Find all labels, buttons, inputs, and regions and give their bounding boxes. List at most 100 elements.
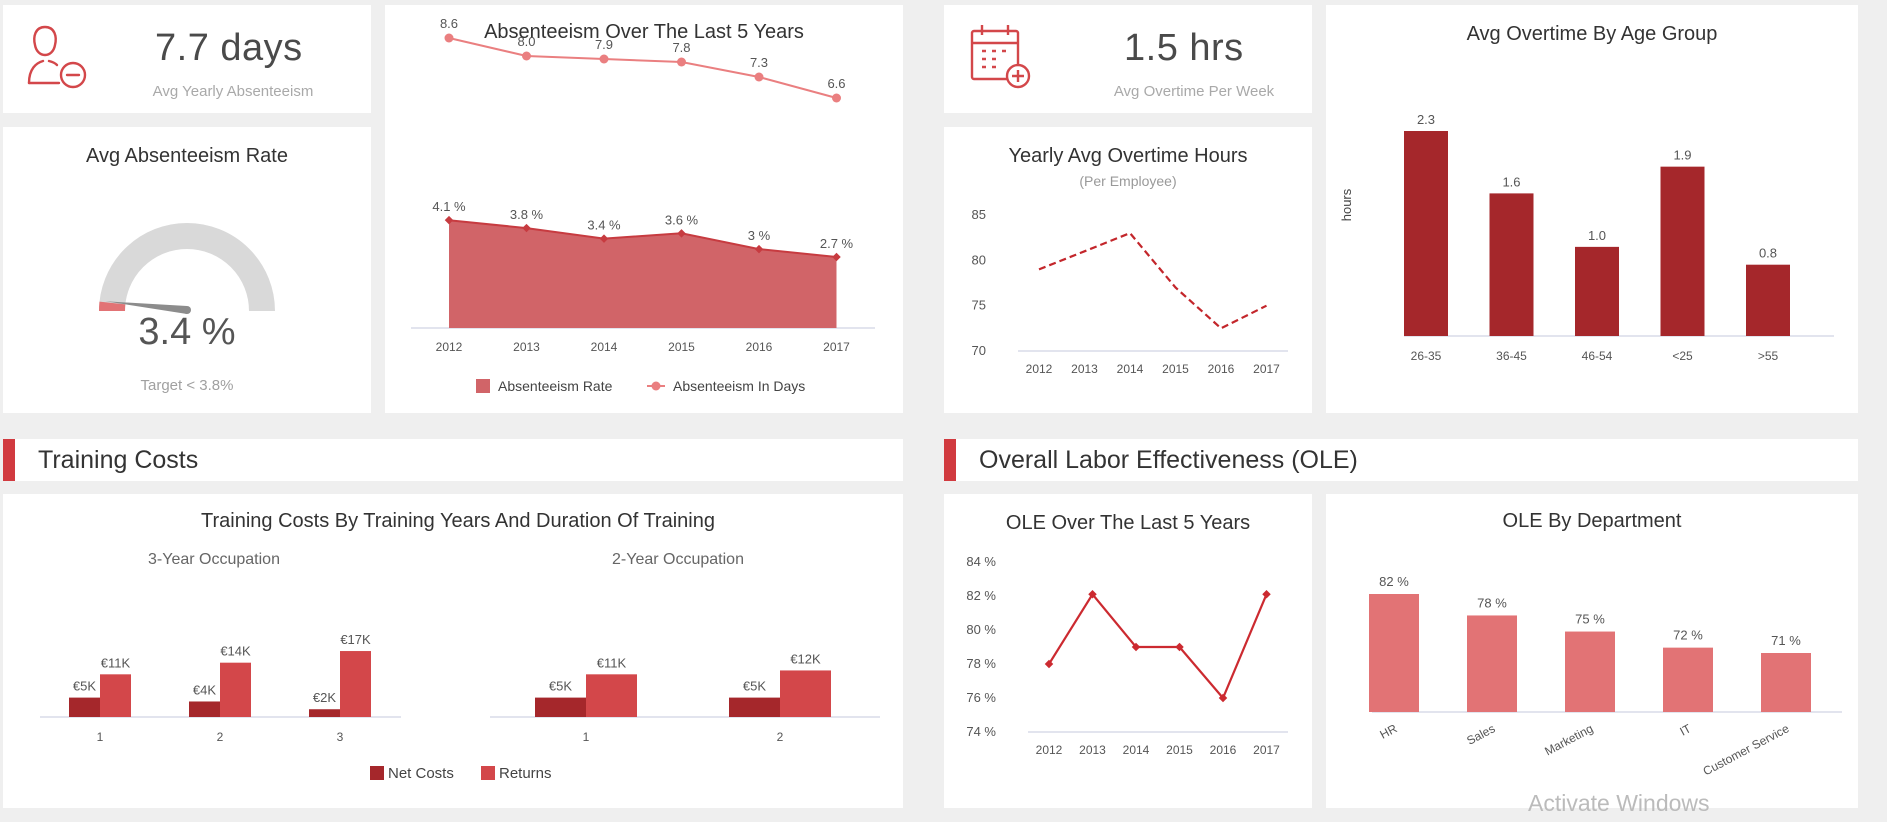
dept-bar — [1761, 653, 1811, 712]
y-tick-label: 75 — [972, 298, 986, 313]
x-tick-label: IT — [1677, 721, 1694, 739]
age-bar-label: 1.0 — [1588, 228, 1606, 243]
x-tick-label: HR — [1378, 721, 1400, 742]
absenteeism-rate-area — [449, 220, 837, 328]
y-tick-label: 82 % — [966, 588, 996, 603]
dept-bar-label: 75 % — [1575, 612, 1605, 627]
absenteeism-days-label: 7.3 — [750, 55, 768, 70]
net-cost-bar — [309, 709, 340, 717]
x-tick-label: 1 — [583, 730, 590, 744]
ole-dept-title: OLE By Department — [1502, 510, 1682, 532]
y-tick-label: 76 % — [966, 690, 996, 705]
net-cost-label: €5K — [743, 679, 766, 694]
ole-dept-card: OLE By Department 82 % HR 78 % Sales 75 % Mar… — [1326, 494, 1858, 808]
legend-swatch-days-point — [651, 381, 661, 391]
x-tick-label: <25 — [1672, 349, 1693, 363]
x-tick-label: Marketing — [1542, 721, 1595, 758]
absenteeism-days-point — [599, 54, 609, 64]
x-tick-label: 2015 — [1162, 362, 1189, 376]
activate-windows-watermark: Activate Windows — [1528, 790, 1710, 816]
x-tick-label: 2013 — [1079, 743, 1106, 757]
group-title: 3-Year Occupation — [148, 551, 280, 568]
overtime-hours-title: Yearly Avg Overtime Hours — [1008, 145, 1248, 167]
x-tick-label: 36-45 — [1496, 349, 1527, 363]
y-tick-label: 85 — [972, 207, 986, 222]
overtime-age-chart: hours 2.3 26-35 1.6 36-45 1.0 46-54 1.9 <25 0.8 >5… — [1339, 112, 1834, 363]
dept-bar — [1369, 594, 1419, 712]
x-tick-label: 2016 — [746, 340, 773, 354]
legend-label-returns: Returns — [499, 765, 552, 782]
net-cost-bar — [535, 697, 586, 717]
absenteeism-rate-label: 3 % — [748, 228, 771, 243]
x-tick-label: 2014 — [1117, 362, 1144, 376]
returns-bar — [100, 674, 131, 717]
x-tick-label: 2015 — [668, 340, 695, 354]
dept-bar-label: 78 % — [1477, 595, 1507, 610]
absenteeism-rate-label: 4.1 % — [432, 199, 466, 214]
absenteeism-days-label: 8.0 — [517, 34, 535, 49]
x-tick-label: 2 — [217, 730, 224, 744]
absenteeism-rate-label: 3.4 % — [587, 218, 621, 233]
x-tick-label: 2012 — [1036, 743, 1063, 757]
absenteeism-rate-label: 3.8 % — [510, 207, 544, 222]
overtime-hours-card: Yearly Avg Overtime Hours (Per Employee)… — [944, 127, 1312, 413]
absenteeism-rate-line — [448, 219, 837, 258]
kpi-overtime-value: 1.5 hrs — [1124, 27, 1244, 69]
x-tick-label: 3 — [337, 730, 344, 744]
x-tick-label: 2014 — [1123, 743, 1150, 757]
section-accent — [3, 439, 15, 481]
absenteeism-days-point — [754, 72, 764, 82]
y-tick-label: 80 — [972, 252, 986, 267]
age-bar — [1575, 246, 1619, 336]
overtime-hours-chart: 85 80 75 70 2012 2013 2014 2015 2016 2017 — [972, 207, 1288, 376]
gauge-needle-hub — [183, 306, 191, 314]
overtime-hours-line — [1038, 231, 1267, 330]
net-cost-bar — [69, 697, 100, 717]
training-costs-card: Training Costs By Training Years And Dur… — [3, 494, 903, 808]
calendar-plus-icon — [970, 25, 1031, 89]
user-minus-icon — [27, 25, 87, 89]
absenteeism-rate-point — [444, 215, 454, 225]
kpi-overtime-card: 1.5 hrs Avg Overtime Per Week — [944, 5, 1312, 113]
absenteeism-rate-label: 3.6 % — [665, 212, 699, 227]
gauge-chart — [99, 223, 275, 314]
training-costs-title: Training Costs By Training Years And Dur… — [201, 510, 715, 532]
gauge-target: Target < 3.8% — [140, 377, 234, 394]
y-tick-label: 78 % — [966, 656, 996, 671]
age-bar — [1660, 166, 1705, 336]
ole-years-chart: 84 % 82 % 80 % 78 % 76 % 74 % 2012 2013 2014 2015… — [966, 554, 1288, 757]
absenteeism-days-point — [677, 57, 686, 67]
x-tick-label: 1 — [97, 730, 104, 744]
x-tick-label: 26-35 — [1411, 349, 1442, 363]
absenteeism-days-line — [448, 37, 837, 99]
dept-bar-label: 72 % — [1673, 628, 1703, 643]
absenteeism-chart-card: Absenteeism Over The Last 5 Years 4.1 % 3… — [385, 5, 903, 413]
y-tick-label: 80 % — [966, 622, 996, 637]
x-tick-label: 2017 — [1253, 743, 1280, 757]
returns-label: €17K — [340, 632, 371, 647]
x-tick-label: 2012 — [436, 340, 463, 354]
legend-label-rate: Absenteeism Rate — [498, 378, 613, 394]
dept-bar — [1565, 631, 1615, 712]
returns-label: €11K — [101, 655, 131, 670]
gauge-title: Avg Absenteeism Rate — [86, 145, 288, 167]
overtime-hours-subtitle: (Per Employee) — [1079, 173, 1177, 189]
section-title: Training Costs — [38, 446, 199, 474]
absenteeism-days-label: 7.8 — [672, 40, 690, 55]
absenteeism-days-point — [522, 51, 531, 61]
x-tick-label: Sales — [1464, 721, 1497, 747]
age-bar — [1746, 264, 1790, 336]
net-cost-label: €4K — [193, 682, 216, 697]
absenteeism-days-label: 6.6 — [827, 76, 845, 91]
absenteeism-days-label: 8.6 — [440, 16, 458, 31]
section-title: Overall Labor Effectiveness (OLE) — [979, 446, 1358, 474]
section-accent — [944, 439, 956, 481]
absenteeism-chart-title: Absenteeism Over The Last 5 Years — [484, 21, 804, 43]
returns-bar — [780, 670, 831, 717]
age-bar-label: 0.8 — [1759, 246, 1777, 261]
age-bar-label: 2.3 — [1417, 112, 1435, 127]
legend-swatch-rate — [476, 379, 490, 393]
dept-bar-label: 71 % — [1771, 633, 1801, 648]
training-costs-chart: 3-Year Occupation €5K €11K 1 €4K €14K 2 €2K €17K… — [40, 551, 880, 782]
